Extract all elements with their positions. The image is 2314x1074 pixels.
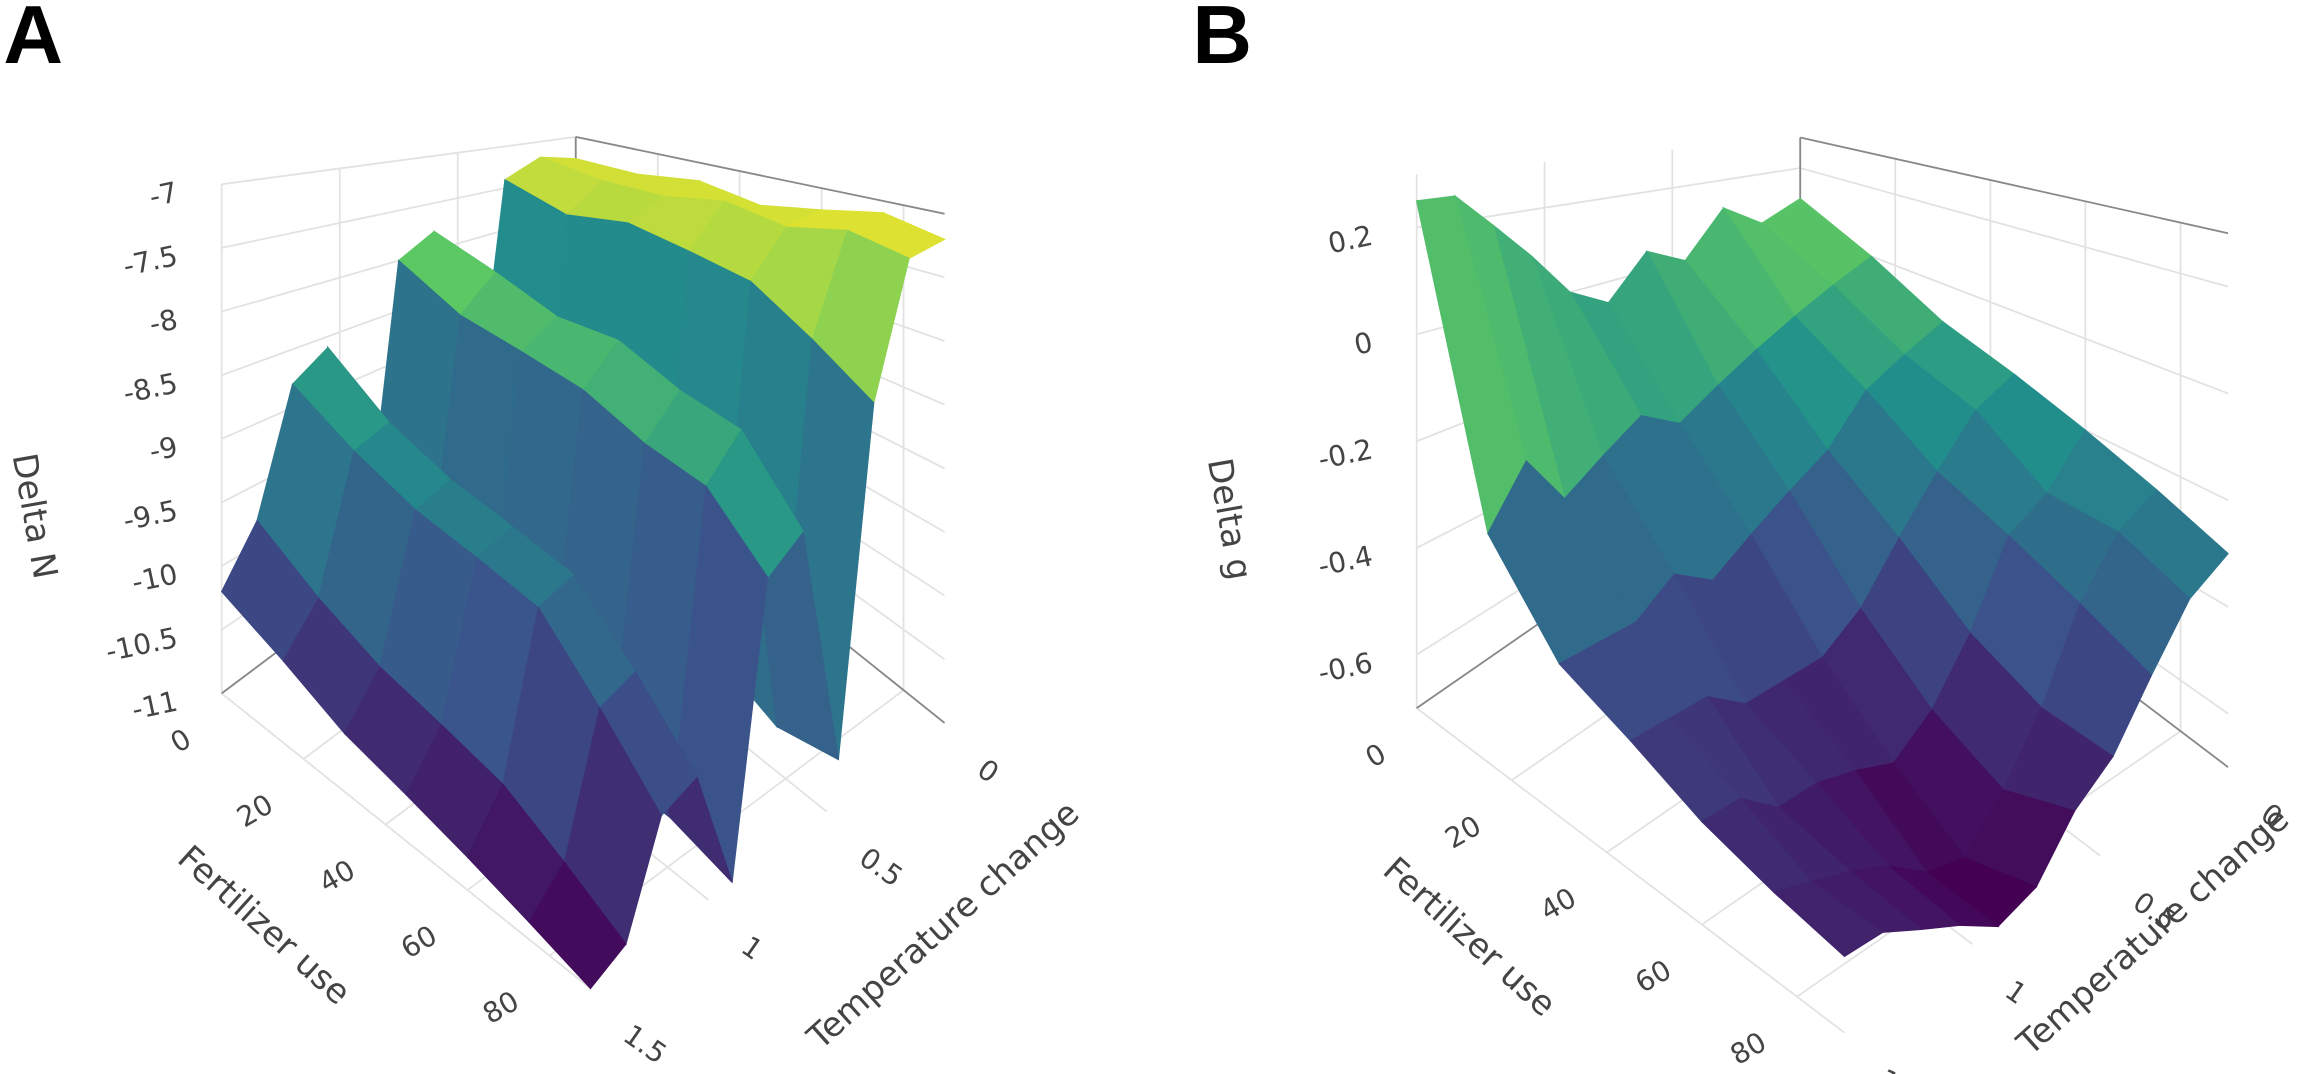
y-tick-label: 1 xyxy=(735,929,769,966)
z-axis-title: Delta N xyxy=(4,450,64,582)
grid-line xyxy=(220,184,592,990)
x-tick-label: 80 xyxy=(1725,1025,1772,1071)
z-tick-label: -9.5 xyxy=(120,494,180,538)
z-tick-label: -11 xyxy=(129,685,181,727)
x-tick-label: 20 xyxy=(231,788,278,834)
y-tick-label: 0.5 xyxy=(853,841,908,894)
panel-label: A xyxy=(3,0,63,81)
z-axis-title: Delta g xyxy=(1199,455,1259,583)
z-tick-label: -9 xyxy=(146,430,180,468)
surface-patch xyxy=(1772,881,1884,958)
z-tick-label: -10 xyxy=(129,557,181,599)
y-tick-label: 1 xyxy=(1999,974,2033,1011)
x-axis-title: Fertilizer use xyxy=(1375,850,1563,1025)
y-axis-title: Temperature change xyxy=(800,794,1087,1058)
y-tick-label: 0 xyxy=(971,752,1005,789)
y-tick-label: 1.5 xyxy=(1871,1062,1926,1074)
x-tick-label: 80 xyxy=(477,984,524,1030)
y-tick-label: 1.5 xyxy=(617,1018,672,1071)
z-tick-label: -10.5 xyxy=(103,621,181,668)
z-tick-label: -8.5 xyxy=(120,366,180,410)
x-tick-label: 40 xyxy=(1534,881,1581,927)
z-tick-label: -0.2 xyxy=(1315,432,1375,476)
z-tick-label: -0.6 xyxy=(1315,646,1375,690)
x-tick-label: 0 xyxy=(165,722,197,759)
panel: A-7-7.5-8-8.5-9-9.5-10-10.5-110204060800… xyxy=(3,0,1087,1071)
z-tick-label: -7 xyxy=(146,176,180,214)
x-tick-label: 40 xyxy=(313,853,360,899)
x-tick-label: 60 xyxy=(1630,953,1677,999)
panel-label: B xyxy=(1192,0,1252,81)
z-tick-label: 0.2 xyxy=(1325,219,1375,261)
z-tick-label: -0.4 xyxy=(1315,539,1375,583)
z-tick-label: 0 xyxy=(1351,326,1375,362)
x-tick-label: 0 xyxy=(1360,737,1392,774)
x-tick-label: 20 xyxy=(1439,809,1486,855)
z-tick-label: -8 xyxy=(146,303,180,341)
x-tick-label: 60 xyxy=(395,919,442,965)
surface-patch xyxy=(528,861,627,990)
panel: B0.20-0.2-0.4-0.602040608000.511.5Delta … xyxy=(1192,0,2296,1074)
grid-line xyxy=(1415,174,1846,1034)
z-tick-label: -7.5 xyxy=(120,239,180,283)
